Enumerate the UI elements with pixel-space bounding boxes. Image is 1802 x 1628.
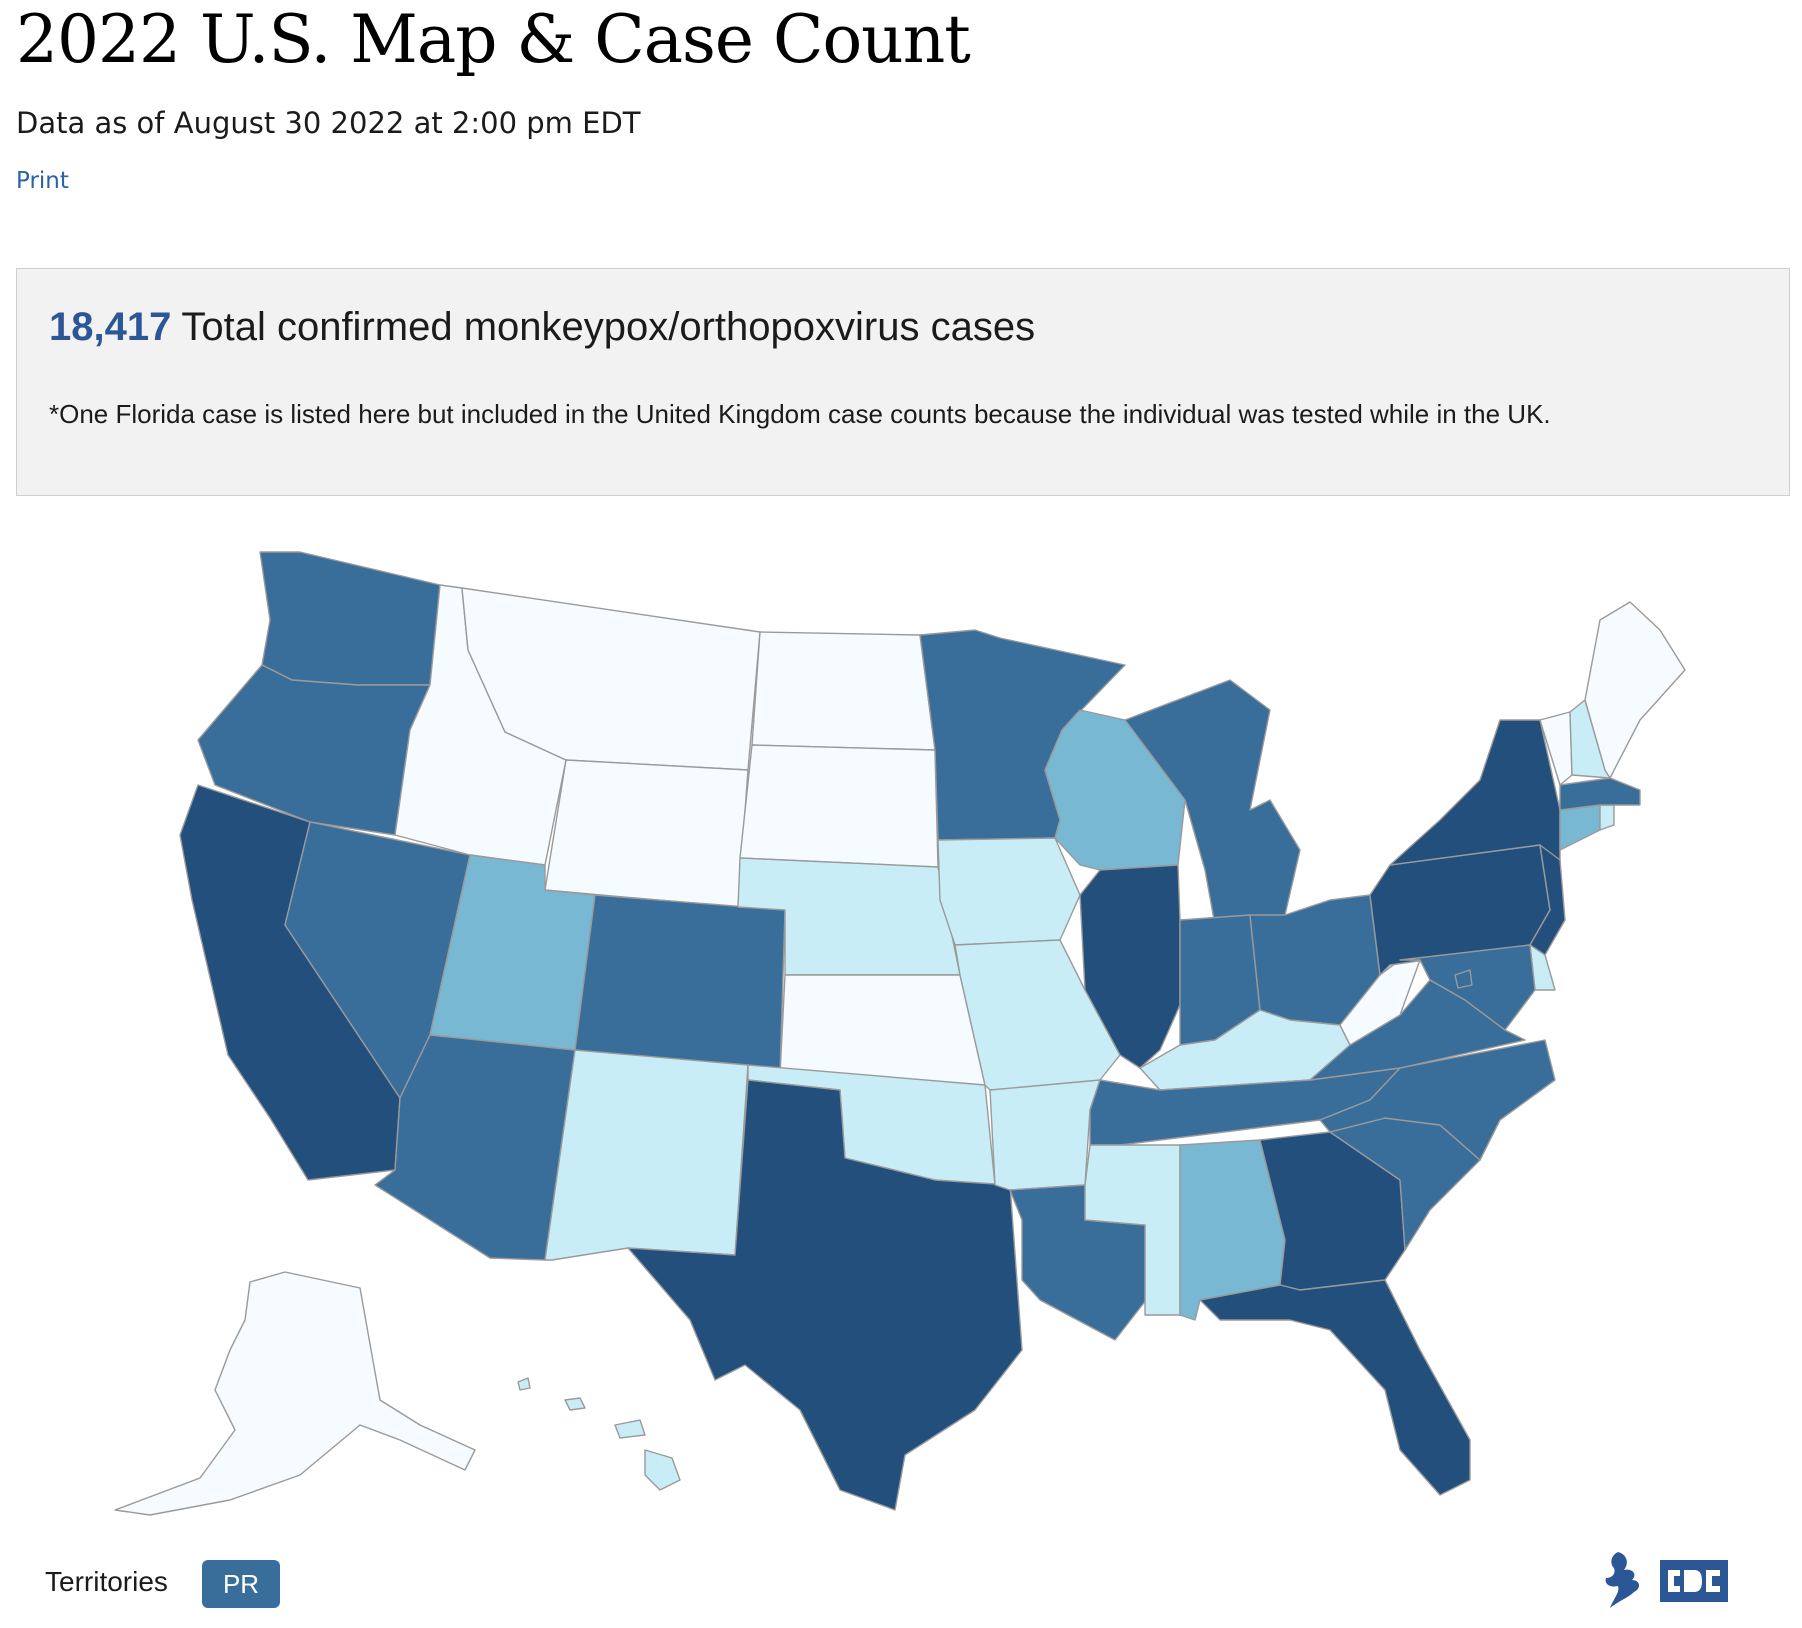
- cdc-logo: [1605, 1552, 1728, 1608]
- state-TX[interactable]: [627, 1079, 1023, 1511]
- state-MD[interactable]: [1399, 944, 1536, 1031]
- state-IA[interactable]: [937, 837, 1081, 946]
- territory-pr-button[interactable]: PR: [202, 1560, 280, 1608]
- page-title: 2022 U.S. Map & Case Count: [16, 1, 971, 78]
- state-ND[interactable]: [751, 631, 936, 751]
- print-link[interactable]: Print: [16, 168, 69, 194]
- total-cases-count: 18,417: [49, 305, 172, 349]
- state-AR[interactable]: [989, 1079, 1101, 1191]
- state-ME[interactable]: [1584, 601, 1686, 779]
- state-MA[interactable]: [1559, 777, 1641, 811]
- state-CT[interactable]: [1559, 804, 1601, 851]
- state-KS[interactable]: [779, 974, 986, 1086]
- state-AK[interactable]: [114, 1271, 476, 1516]
- state-SD[interactable]: [739, 744, 939, 868]
- state-DC[interactable]: [1454, 969, 1473, 989]
- case-summary-box: 18,417 Total confirmed monkeypox/orthopox…: [16, 268, 1790, 496]
- state-HI[interactable]: [517, 1377, 681, 1491]
- hhs-eagle-icon: [1605, 1552, 1640, 1608]
- us-choropleth-map: [114, 551, 1686, 1516]
- total-cases-label: Total confirmed monkeypox/orthopoxvirus …: [181, 305, 1036, 349]
- state-CO[interactable]: [574, 894, 786, 1076]
- state-NC[interactable]: [1319, 1039, 1556, 1161]
- state-IL[interactable]: [1079, 864, 1181, 1069]
- state-RI[interactable]: [1599, 804, 1615, 831]
- state-WA[interactable]: [259, 551, 441, 686]
- state-WY[interactable]: [544, 759, 749, 908]
- florida-footnote: *One Florida case is listed here but inc…: [49, 399, 1551, 429]
- state-FL[interactable]: [1199, 1279, 1471, 1496]
- territories-label: Territories: [45, 1566, 168, 1597]
- cdc-wordmark-icon: [1660, 1560, 1728, 1602]
- data-as-of-text: Data as of August 30 2022 at 2:00 pm EDT: [16, 106, 641, 140]
- state-MI[interactable]: [1124, 679, 1301, 926]
- state-NM[interactable]: [544, 1049, 749, 1261]
- total-cases-line: 18,417 Total confirmed monkeypox/orthopox…: [49, 305, 1035, 350]
